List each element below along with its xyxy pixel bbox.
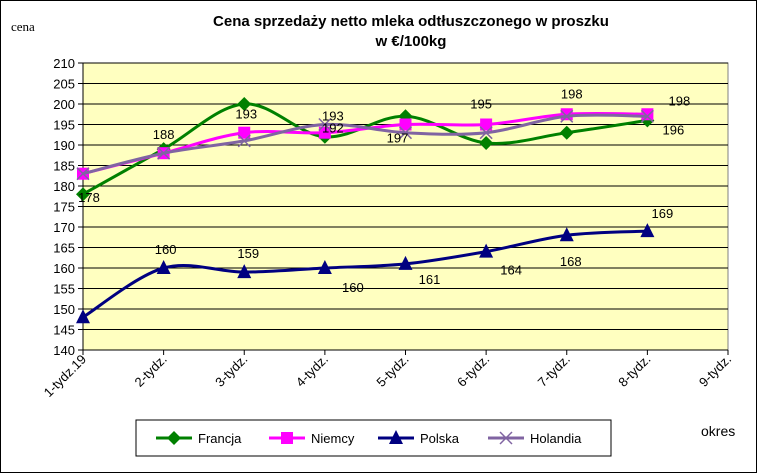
y-tick-label: 140	[53, 343, 75, 358]
y-tick-label: 205	[53, 77, 75, 92]
x-axis-label: okres	[701, 423, 735, 439]
data-point-francja	[559, 125, 574, 140]
y-tick-label: 175	[53, 200, 75, 215]
legend-marker-holandia	[499, 431, 513, 445]
legend-label-holandia: Holandia	[530, 431, 582, 446]
data-label-niemcy: 193	[235, 107, 257, 122]
legend-marker-niemcy	[281, 432, 293, 444]
x-tick-label: 1-tydz.19	[41, 352, 89, 400]
data-point-holandia	[318, 117, 332, 132]
data-label-francja: 197	[387, 130, 409, 145]
data-point-polska	[479, 243, 494, 258]
x-tick-labels: 1-tydz.19 2-tydz. 3-tydz. 4-tydz. 5-tydz. 6-t…	[41, 352, 734, 400]
data-point-niemcy	[641, 108, 654, 121]
x-tick-label: 4-tydz.	[293, 352, 331, 390]
y-tick-label: 180	[53, 179, 75, 194]
legend-marker-francja	[167, 431, 181, 445]
chart-title-line-1: Cena sprzedaży netto mleka odtłuszczoneg…	[213, 13, 609, 30]
y-tick-label: 160	[53, 261, 75, 276]
x-tick-label: 9-tydz.	[696, 352, 734, 390]
legend-label-polska: Polska	[420, 431, 460, 446]
data-point-holandia	[560, 109, 574, 123]
y-tick-label: 155	[53, 282, 75, 297]
data-point-polska	[398, 255, 413, 270]
y-tick-labels: 140 145 150 155 160 165 170 175 180 185 190 195 200 2…	[53, 56, 75, 358]
data-label-niemcy: 193	[322, 109, 344, 124]
x-tick-label: 3-tydz.	[212, 352, 250, 390]
data-point-niemcy	[560, 108, 573, 121]
y-tick-label: 145	[53, 323, 75, 338]
y-tick-label: 165	[53, 241, 75, 256]
legend: Francja Niemcy Polska Holandia	[156, 430, 582, 446]
chart-title-line-2: w €/100kg	[375, 33, 447, 50]
y-axis-label: cena	[11, 19, 35, 34]
data-label-niemcy: 188	[153, 127, 175, 142]
data-point-holandia	[479, 126, 493, 140]
y-tick-label: 200	[53, 97, 75, 112]
data-label-francja: 178	[78, 190, 100, 205]
data-point-polska	[317, 260, 332, 274]
data-point-francja	[237, 97, 252, 111]
legend-box	[135, 419, 612, 457]
legend-marker-polska	[389, 430, 403, 444]
series-line-holandia	[82, 113, 648, 176]
data-label-polska: 161	[419, 272, 441, 287]
data-point-polska	[237, 264, 252, 279]
data-label-niemcy: 195	[470, 97, 492, 112]
data-label-niemcy: 198	[561, 86, 583, 101]
data-label-francja: 196	[663, 122, 685, 137]
data-point-holandia	[76, 167, 90, 181]
data-point-polska	[559, 227, 574, 242]
data-labels: 178 197 196 188 193 193 195 198 198 160 159 160 161 1…	[78, 86, 690, 295]
data-label-niemcy: 198	[669, 93, 691, 108]
data-label-polska: 160	[342, 280, 364, 295]
data-point-niemcy	[318, 126, 331, 139]
x-tick-label: 2-tydz.	[132, 352, 170, 390]
y-tick-label: 185	[53, 159, 75, 174]
y-tick-label: 195	[53, 118, 75, 133]
data-label-polska: 169	[652, 206, 674, 221]
x-tick-label: 5-tydz.	[373, 352, 411, 390]
data-label-holandia: 192	[322, 121, 344, 136]
data-point-polska	[76, 309, 90, 324]
series-line-polska	[82, 229, 648, 319]
x-tick-label: 8-tydz.	[615, 352, 653, 390]
data-label-polska: 164	[500, 263, 522, 278]
data-point-holandia	[640, 109, 654, 123]
legend-label-francja: Francja	[198, 431, 242, 446]
data-point-francja	[76, 187, 90, 202]
data-point-francja	[479, 135, 494, 150]
data-point-polska	[156, 260, 171, 274]
y-tick-label: 210	[53, 56, 75, 71]
x-tick-label: 7-tydz.	[535, 352, 573, 390]
y-tick-label: 150	[53, 302, 75, 317]
y-tick-label: 190	[53, 138, 75, 153]
x-tick-label: 6-tydz.	[454, 352, 492, 390]
data-point-holandia	[157, 146, 171, 160]
data-point-niemcy	[480, 118, 493, 131]
data-point-niemcy	[238, 126, 251, 139]
data-point-niemcy	[399, 118, 412, 131]
data-point-polska	[640, 223, 655, 238]
data-label-polska: 159	[237, 246, 259, 261]
data-label-polska: 160	[155, 242, 177, 257]
data-point-holandia	[237, 134, 251, 148]
legend-label-niemcy: Niemcy	[311, 431, 355, 446]
data-label-polska: 168	[560, 254, 582, 269]
y-tick-label: 170	[53, 220, 75, 235]
data-point-holandia	[398, 126, 413, 140]
axes	[78, 62, 729, 355]
series-group	[76, 97, 655, 324]
